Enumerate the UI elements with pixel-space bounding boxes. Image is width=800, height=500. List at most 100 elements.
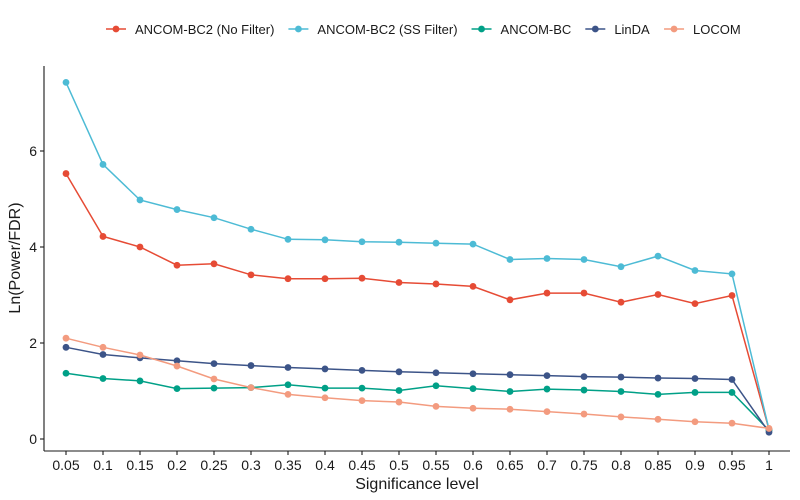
data-point [728,270,736,278]
data-point [173,357,181,365]
plot-area [62,78,773,436]
data-point [506,371,514,379]
legend-item: ANCOM-BC2 (No Filter) [106,22,274,37]
x-tick-label: 0.1 [93,457,113,473]
data-point [99,375,107,382]
data-point [617,263,625,271]
data-point [654,415,662,423]
data-point [395,279,403,286]
data-point [617,373,625,381]
data-point [62,343,70,351]
data-point [506,296,514,304]
data-point [358,238,366,246]
data-point [506,405,514,413]
data-point [321,365,329,373]
data-point [432,382,440,390]
x-tick-label: 0.15 [126,457,153,473]
data-point [284,235,292,243]
data-point [247,271,255,279]
data-point [691,267,699,274]
data-point [617,388,625,395]
data-point [432,239,440,247]
data-point [173,206,181,213]
data-point [432,369,440,377]
x-tick-label: 0.6 [463,457,483,473]
legend-key-point [295,25,302,33]
data-point [210,375,218,383]
data-point [654,390,662,398]
x-axis-title: Significance level [355,476,479,493]
series-1 [62,78,773,433]
data-point [580,373,588,380]
legend-key-point [478,25,485,33]
x-tick-label: 0.25 [200,457,227,473]
data-point [469,240,477,248]
data-point [765,425,773,432]
series-line [65,346,770,433]
data-point [654,252,662,260]
data-point [173,385,181,392]
data-point [543,385,551,393]
legend-label: ANCOM-BC [501,22,572,37]
y-tick-label: 0 [29,431,37,447]
legend: ANCOM-BC2 (No Filter) ANCOM-BC2 (SS Filte… [106,22,741,37]
x-tick-label: 0.4 [315,457,335,473]
data-point [580,289,588,297]
data-point [728,376,736,383]
data-point [469,370,477,378]
data-point [728,292,736,299]
data-point [247,384,255,392]
data-point [691,389,699,396]
data-point [395,387,403,394]
data-point [136,377,144,385]
data-point [654,374,662,382]
x-tick-label: 0.9 [685,457,705,473]
x-tick-label: 0.5 [389,457,409,473]
data-point [247,225,255,233]
y-axis-title: Ln(Power/FDR) [7,202,24,313]
series-line [65,82,770,430]
legend-label: LOCOM [693,22,741,37]
data-point [321,384,329,392]
data-point [506,388,514,395]
legend-label: ANCOM-BC2 (No Filter) [135,22,274,37]
x-tick-label: 0.35 [274,457,301,473]
data-point [580,386,588,394]
data-point [284,381,292,389]
data-point [247,362,255,369]
legend-key-point [112,25,120,33]
data-point [432,402,440,410]
x-tick-label: 1 [765,457,773,473]
legend-item: LOCOM [664,22,741,37]
x-axis-ticks: 0.05 0.1 0.15 0.2 0.25 0.3 0.35 0.4 0.45 0.5 0.55 0… [52,451,773,473]
data-point [173,261,181,269]
data-point [99,351,107,358]
data-point [358,397,366,404]
data-point [99,343,107,351]
data-point [358,274,366,282]
series-line [65,337,770,430]
data-point [62,369,70,377]
data-point [321,236,329,244]
data-point [173,362,181,370]
series-line [65,372,770,431]
data-point [284,390,292,398]
data-point [395,398,403,406]
legend-item: ANCOM-BC [471,22,572,37]
y-tick-label: 2 [29,335,37,351]
data-point [580,410,588,418]
data-point [469,404,477,412]
x-tick-label: 0.45 [348,457,375,473]
data-point [432,280,440,288]
y-tick-label: 4 [29,239,37,255]
x-tick-label: 0.95 [718,457,745,473]
data-point [469,385,477,392]
series-2 [62,369,773,434]
data-point [617,298,625,306]
x-tick-label: 0.2 [167,457,187,473]
data-point [99,233,107,240]
x-tick-label: 0.85 [644,457,671,473]
data-point [728,389,736,396]
data-point [395,238,403,246]
